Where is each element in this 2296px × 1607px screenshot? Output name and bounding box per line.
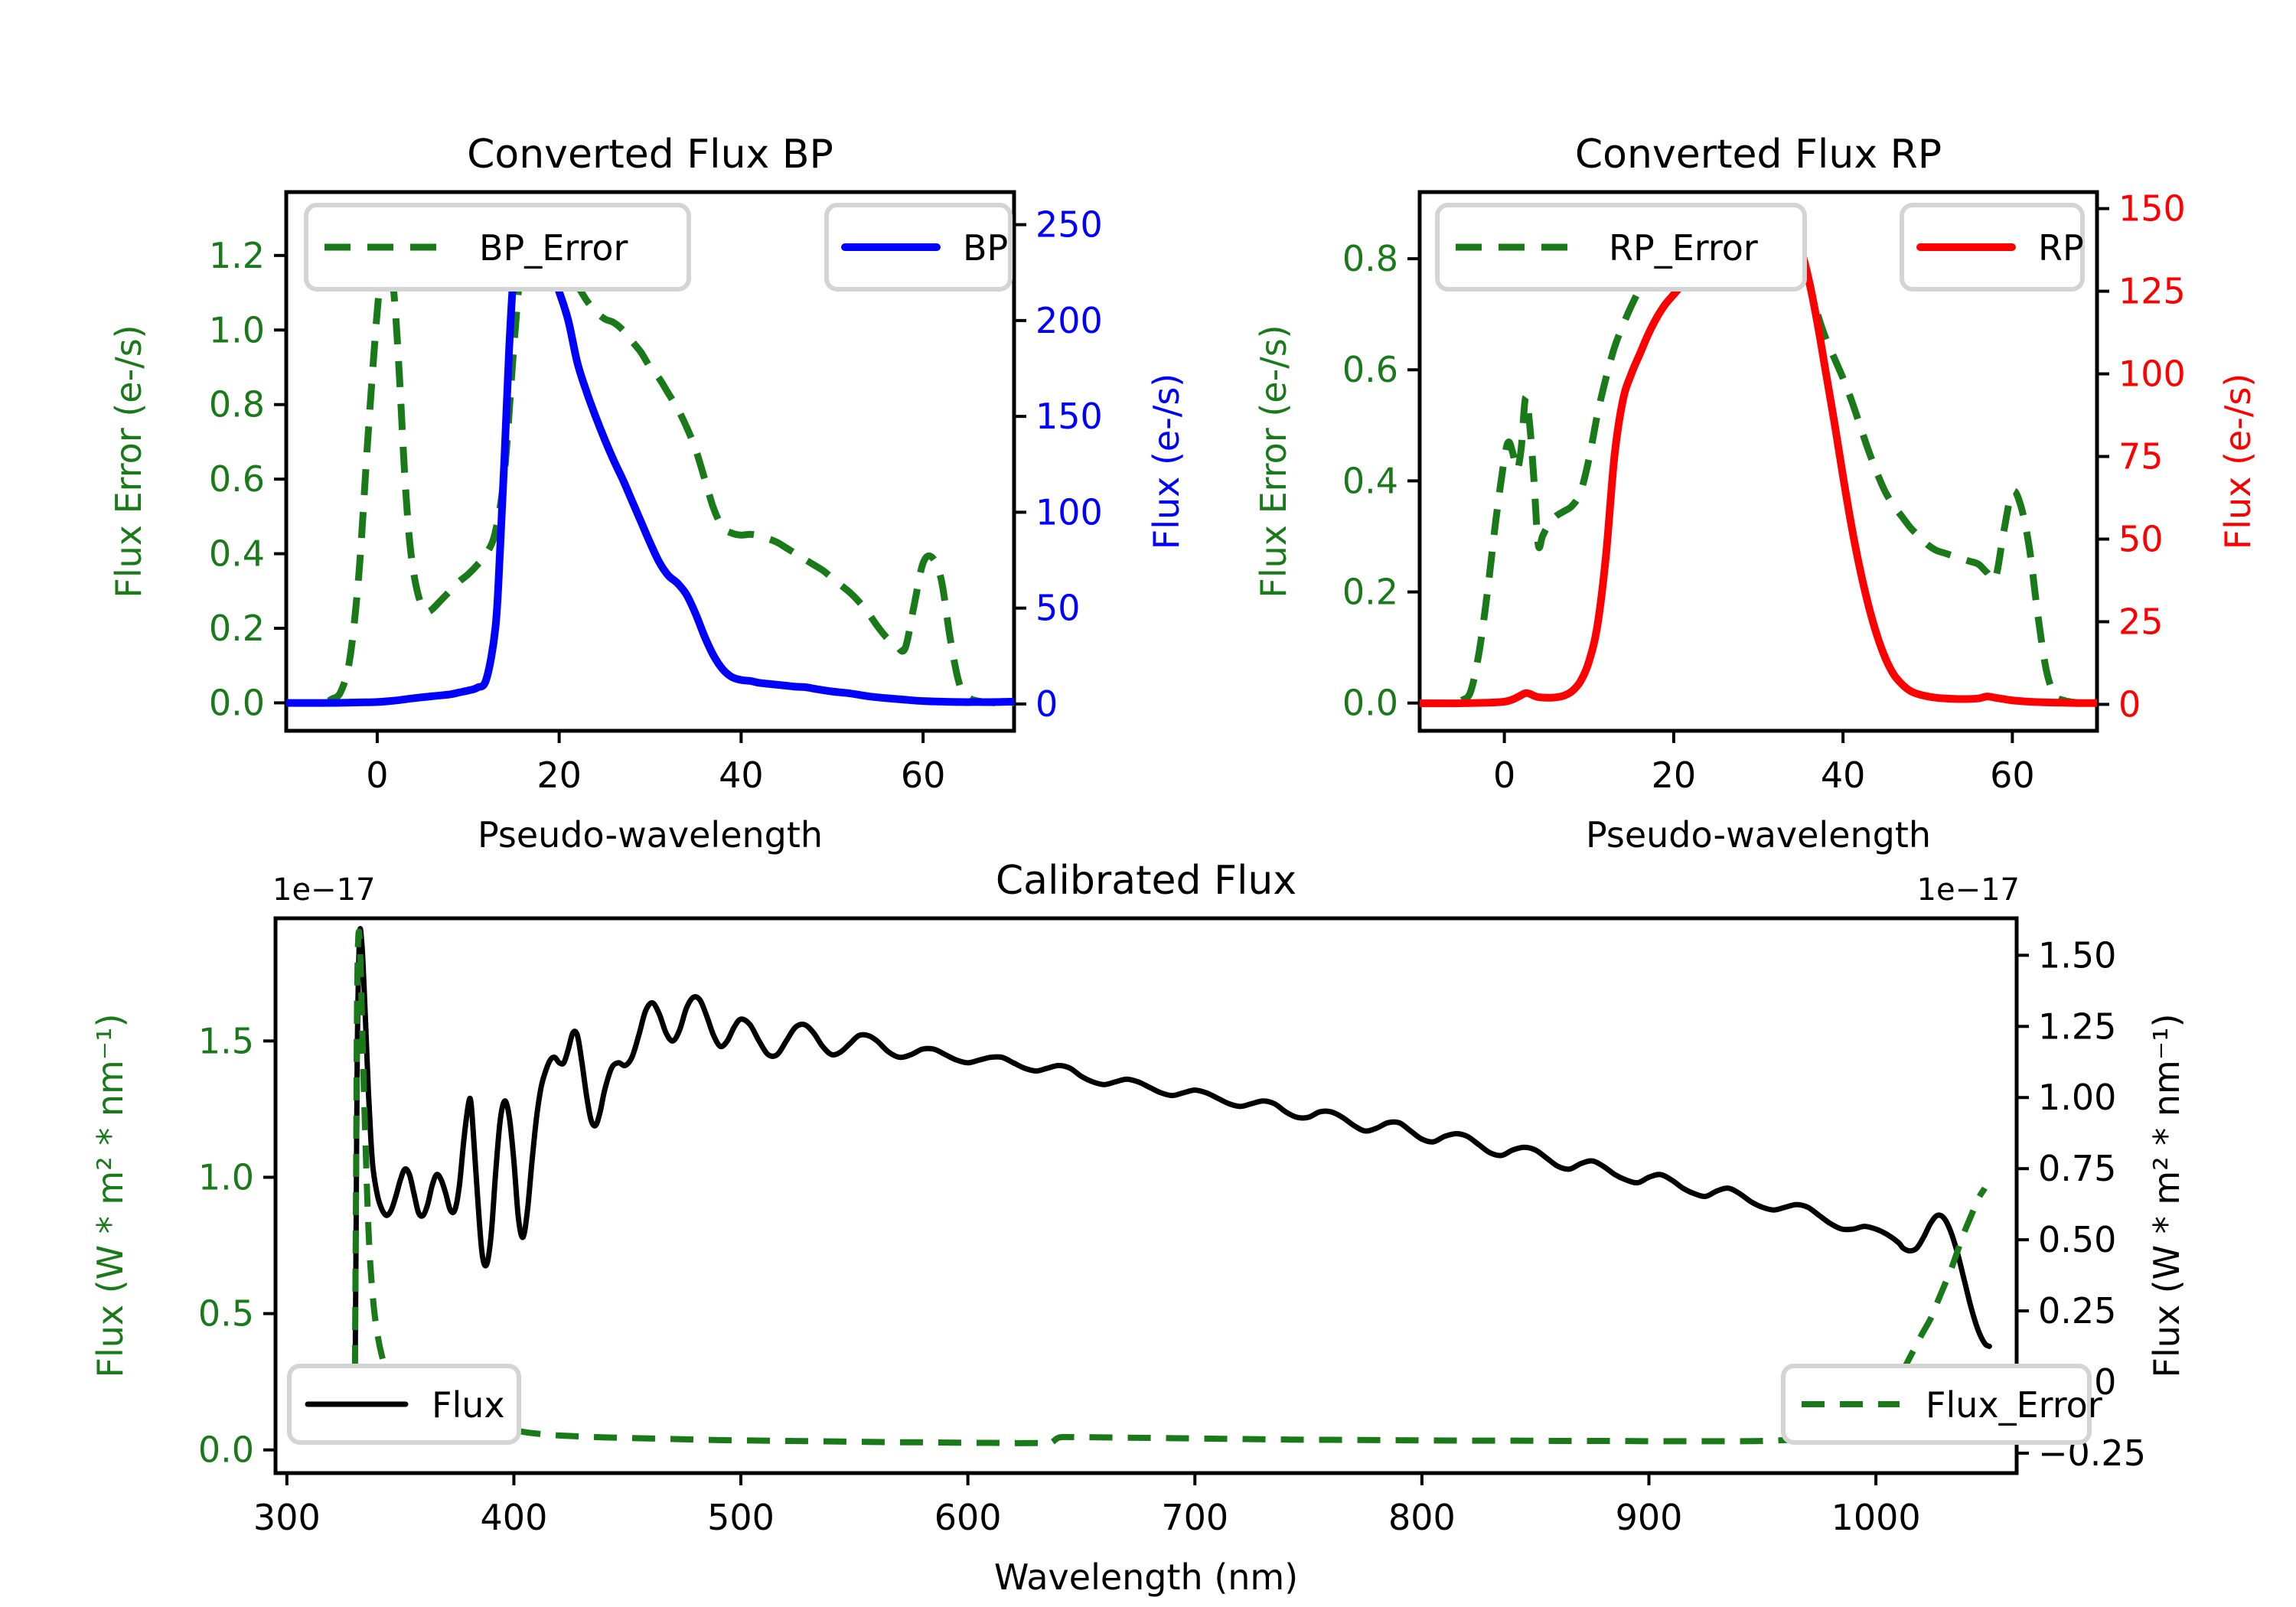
series-flux_error [351,928,1988,1447]
plot-frame-cal [273,916,2019,1475]
ytick-right-label-rp-3: 75 [2118,436,2164,478]
xtick-label-cal-4: 700 [1161,1497,1228,1538]
ytick-left-label-rp-4: 0.8 [1342,238,1398,279]
ytick-right-label-rp-4: 100 [2118,354,2186,395]
ytick-left-label-cal-3: 1.5 [198,1020,254,1061]
xtick-label-rp-2: 40 [1821,755,1866,796]
ytick-left-label-bp-0: 0.0 [209,682,265,723]
ytick-right-label-rp-6: 150 [2118,188,2186,230]
panel-title-rp: Converted Flux RP [1575,132,1942,178]
ytick-right-label-rp-5: 125 [2118,271,2186,312]
xtick-label-cal-0: 300 [253,1497,321,1538]
legend-label-rp_error: RP_Error [1609,227,1758,269]
xtick-label-cal-6: 900 [1616,1497,1683,1538]
ytick-left-label-cal-2: 1.0 [198,1156,254,1198]
ytick-right-label-bp-2: 100 [1035,491,1103,533]
xtick-label-rp-3: 60 [1990,755,2035,796]
yaxis-label-right-cal: Flux (W * m² * nm⁻¹) [2146,1013,2187,1377]
xtick-label-bp-2: 40 [719,755,764,796]
xtick-label-cal-2: 500 [707,1497,775,1538]
legend-cal-flux[interactable]: Flux [287,1364,521,1445]
legend-bp-bp[interactable]: BP [824,203,1013,292]
panel-title-bp: Converted Flux BP [467,132,833,178]
xtick-label-bp-1: 20 [536,755,582,796]
xaxis-label-rp: Pseudo-wavelength [1586,814,1931,856]
legend-box-rp-0 [1435,203,1807,292]
panel-rp: 0 20 40 60 0.0 0.2 0.4 0.6 0.8 0 25 50 75 100 125 150 Co… [1253,132,2258,856]
series-rp_error [1420,216,2097,707]
ytick-right-label-cal-4: 0.75 [2038,1148,2116,1189]
ytick-left-label-rp-3: 0.6 [1342,349,1398,390]
ytick-left-label-bp-2: 0.4 [209,533,265,575]
ytick-left-label-bp-6: 1.2 [209,235,265,276]
plot-frame-rp [1417,190,2099,733]
ytick-right-label-rp-0: 0 [2118,683,2141,725]
xtick-label-cal-1: 400 [481,1497,548,1538]
legend-box-bp-0 [304,203,691,292]
legend-cal-flux_error[interactable]: Flux_Error [1781,1364,2102,1445]
legend-label-rp: RP [2038,227,2084,269]
ytick-left-label-cal-0: 0.0 [198,1429,254,1471]
ytick-right-label-cal-6: 1.25 [2038,1006,2116,1047]
legend-label-bp_error: BP_Error [479,227,628,269]
legend-label-flux_error: Flux_Error [1926,1384,2102,1426]
ytick-right-label-cal-3: 0.50 [2038,1219,2116,1260]
offset-text-right-cal: 1e−17 [1917,872,2020,908]
ytick-left-label-rp-1: 0.2 [1342,572,1398,613]
ytick-right-label-bp-5: 250 [1035,204,1103,246]
series-bp_error [286,207,1014,707]
ytick-left-label-cal-1: 0.5 [198,1293,254,1335]
xtick-label-rp-0: 0 [1493,755,1515,796]
ytick-right-label-cal-5: 1.00 [2038,1077,2116,1118]
yaxis-label-right-rp: Flux (e-/s) [2217,373,2258,550]
ytick-right-label-rp-2: 50 [2118,518,2164,559]
ytick-right-label-bp-1: 50 [1035,588,1081,629]
panel-cal: 300 400 500 600 700 800 900 10000.00.51.01.5−0.… [90,858,2187,1598]
series-flux [352,926,1992,1401]
ytick-left-label-bp-1: 0.2 [209,608,265,649]
panel-title-cal: Calibrated Flux [996,858,1296,904]
legend-rp-rp_error[interactable]: RP_Error [1435,203,1807,292]
ytick-right-label-rp-1: 25 [2118,601,2164,642]
legend-rp-rp[interactable]: RP [1900,203,2085,292]
yaxis-label-left-rp: Flux Error (e-/s) [1253,324,1294,598]
offset-text-left-cal: 1e−17 [272,872,375,908]
xtick-label-cal-7: 1000 [1831,1497,1921,1538]
ytick-right-label-bp-4: 200 [1035,300,1103,341]
ytick-right-label-bp-3: 150 [1035,396,1103,437]
ytick-right-label-cal-7: 1.50 [2038,934,2116,976]
ytick-right-label-bp-0: 0 [1035,683,1058,725]
plot-frame-bp [284,190,1016,733]
yaxis-label-right-bp: Flux (e-/s) [1146,373,1187,550]
xtick-label-cal-3: 600 [934,1497,1002,1538]
panel-bp: 0 20 40 60 0.0 0.2 0.4 0.6 0.8 1.0 1.2 0 50 100 150 200… [108,132,1187,856]
yaxis-label-left-bp: Flux Error (e-/s) [108,324,149,598]
xtick-label-bp-3: 60 [901,755,946,796]
ytick-right-label-cal-2: 0.25 [2038,1290,2116,1332]
xaxis-label-bp: Pseudo-wavelength [478,814,823,856]
xtick-label-bp-0: 0 [366,755,388,796]
legend-label-bp: BP [963,227,1008,269]
legend-label-flux: Flux [432,1384,505,1426]
xtick-label-rp-1: 20 [1652,755,1697,796]
ytick-left-label-bp-3: 0.6 [209,458,265,500]
ytick-left-label-bp-5: 1.0 [209,309,265,350]
legend-bp-bp_error[interactable]: BP_Error [304,203,691,292]
xaxis-label-cal: Wavelength (nm) [994,1556,1298,1598]
ytick-left-label-bp-4: 0.8 [209,384,265,425]
ytick-left-label-rp-0: 0.0 [1342,683,1398,724]
xtick-label-cal-5: 800 [1388,1497,1456,1538]
yaxis-label-left-cal: Flux (W * m² * nm⁻¹) [90,1013,131,1377]
series-bp [286,211,1014,707]
ytick-left-label-rp-2: 0.4 [1342,460,1398,501]
legend-box-cal-1 [1781,1364,2092,1445]
